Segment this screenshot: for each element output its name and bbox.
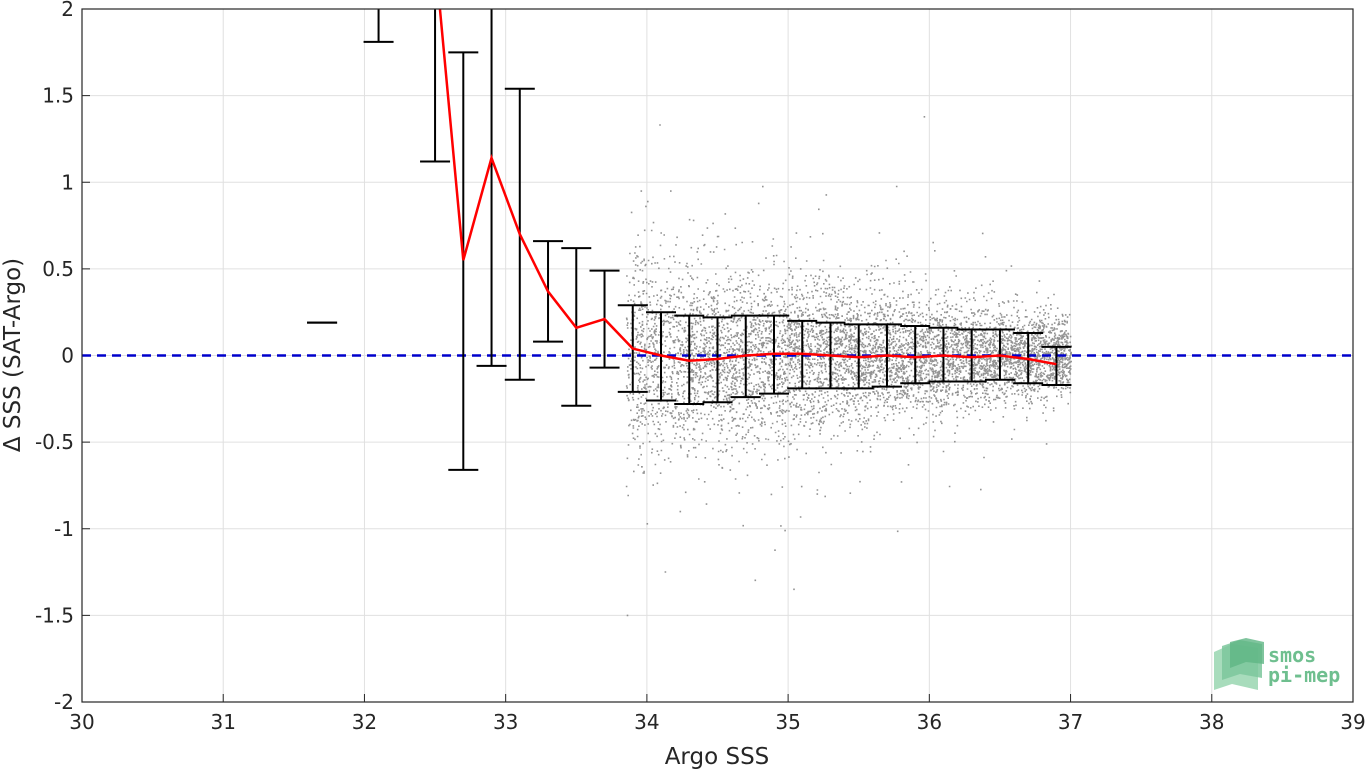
mean-polyline <box>438 9 1057 366</box>
y-tick-label: -0.5 <box>35 430 74 454</box>
x-tick-label: 39 <box>1340 710 1365 734</box>
x-tick-label: 35 <box>775 710 800 734</box>
y-tick-label: 0.5 <box>42 257 74 281</box>
x-tick-label: 33 <box>493 710 518 734</box>
x-tick-label: 34 <box>634 710 659 734</box>
y-tick-label: 0 <box>61 344 74 368</box>
x-tick-label: 38 <box>1199 710 1224 734</box>
axes-box <box>81 8 1354 703</box>
y-tick-label: 1 <box>61 170 74 194</box>
x-tick-label: 37 <box>1058 710 1083 734</box>
scatter-point-cloud <box>625 116 1072 617</box>
y-tick-label: -1 <box>54 517 74 541</box>
logo-line-1: smos <box>1268 643 1316 667</box>
x-tick-label: 36 <box>917 710 942 734</box>
error-bar <box>900 325 931 385</box>
x-tick-label: 32 <box>352 710 377 734</box>
y-tick-label: -2 <box>54 690 74 714</box>
logo-icon <box>1214 638 1264 690</box>
x-axis-label: Argo SSS <box>665 744 770 770</box>
y-tick-label: 2 <box>61 0 74 21</box>
y-tick-labels: -2 -1.5 -1 -0.5 0 0.5 1 1.5 2 <box>35 0 74 714</box>
logo-line-2: pi-mep <box>1268 663 1340 687</box>
smos-pi-mep-logo: smos pi-mep <box>1214 638 1340 690</box>
error-bar <box>448 51 479 471</box>
x-tick-label: 30 <box>69 710 94 734</box>
scatter-points <box>625 116 1072 617</box>
x-tick-labels: 30 31 32 33 34 35 36 37 38 39 <box>69 710 1365 734</box>
error-bar <box>363 9 394 43</box>
mean-line <box>438 9 1057 366</box>
error-bar <box>420 9 451 163</box>
x-tick-label: 31 <box>210 710 235 734</box>
y-tick-label: 1.5 <box>42 84 74 108</box>
error-bar <box>956 328 987 383</box>
y-tick-label: -1.5 <box>35 603 74 627</box>
y-axis-label: Δ SSS (SAT-Argo) <box>0 258 26 452</box>
error-bars <box>307 9 1072 471</box>
error-bar <box>1041 345 1072 386</box>
